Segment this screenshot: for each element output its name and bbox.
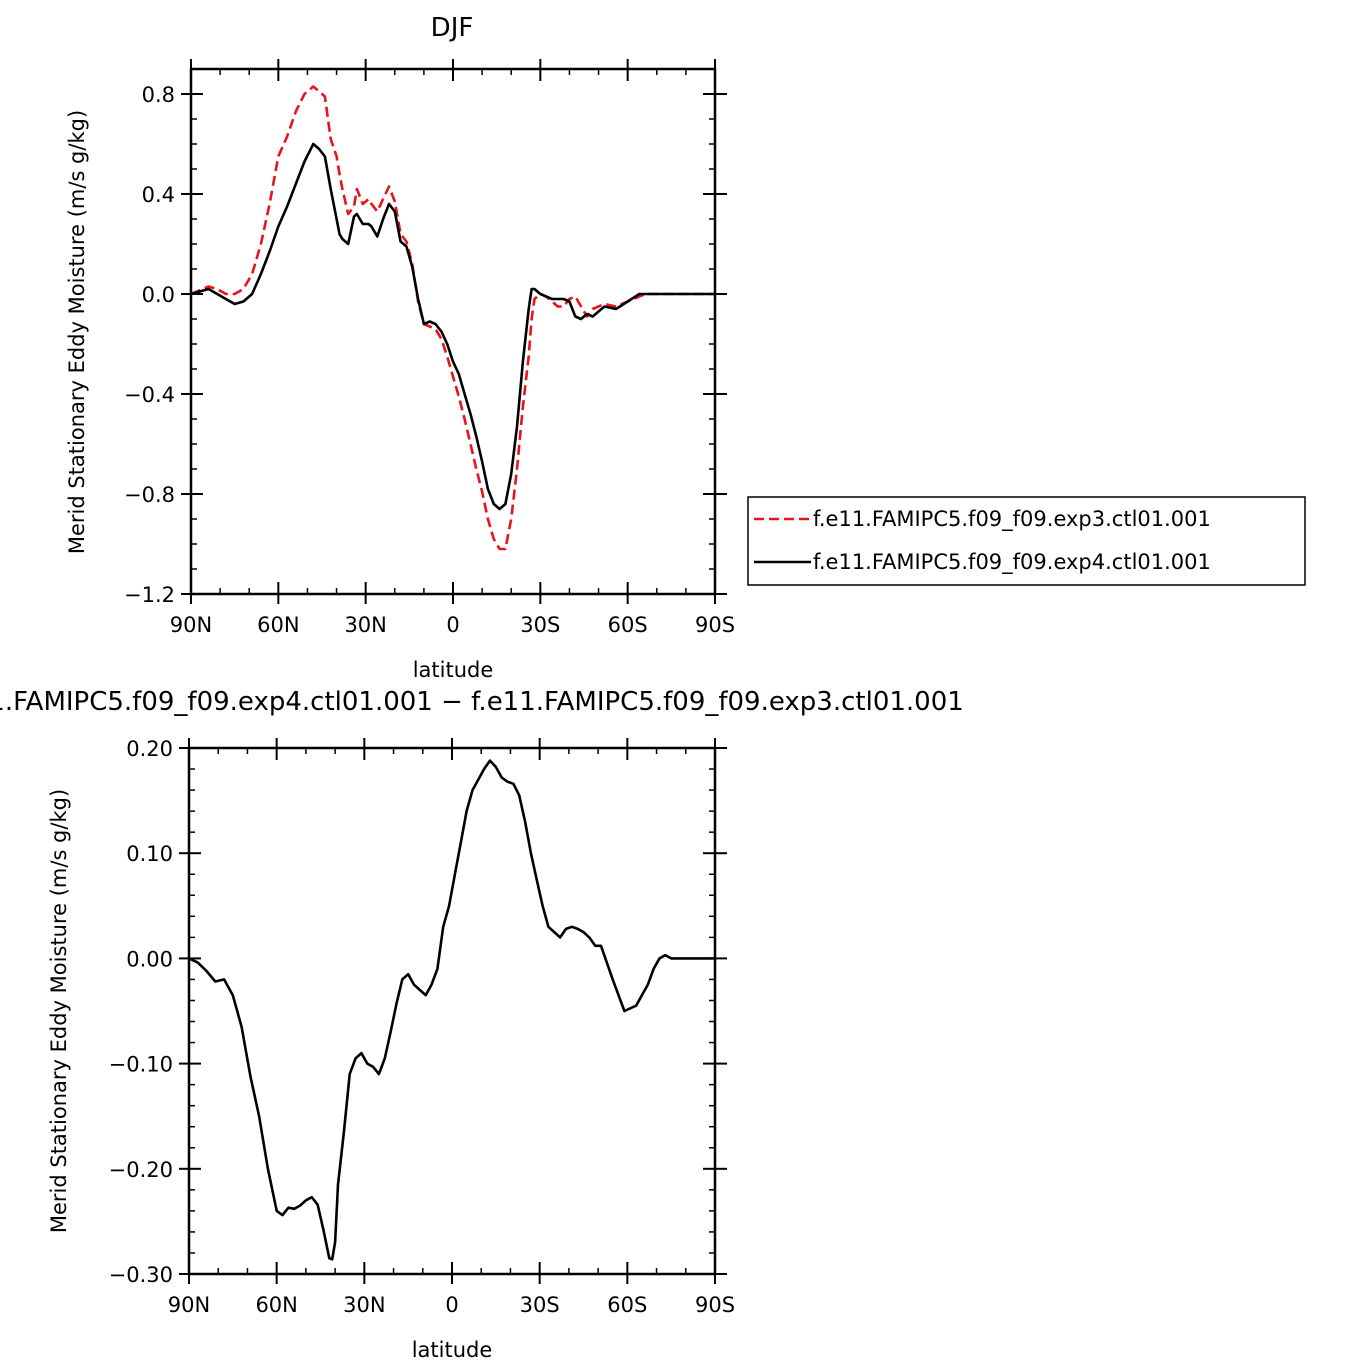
bottom-chart-y-tick-label: −0.30 [109, 1263, 173, 1287]
bottom-chart-x-tick-label: 60S [607, 1293, 647, 1317]
bottom-chart-x-tick-label: 90S [695, 1293, 735, 1317]
bottom-chart-plot-frame [187, 746, 717, 1276]
top-chart-x-tick-label: 30N [344, 613, 386, 637]
top-chart-y-tick-label: −0.4 [124, 383, 175, 407]
top-chart-series-line-0 [190, 85, 715, 551]
top-chart-panel: DJF 90N 60N 30N 0 30S 60S 90S 0.8 0.4 0.0 −0.4 −0.8… [65, 13, 735, 682]
bottom-chart-x-axis-title: latitude [412, 1338, 493, 1362]
bottom-chart-y-tick-label: −0.10 [109, 1053, 173, 1077]
top-chart-x-tick-label: 60N [257, 613, 299, 637]
bottom-chart-x-tick-label: 0 [445, 1293, 458, 1317]
bottom-chart-y-tick-label: 0.10 [126, 842, 173, 866]
bottom-chart-title: f.e11.FAMIPC5.f09_f09.exp4.ctl01.001 − f… [0, 687, 964, 717]
bottom-chart-panel: f.e11.FAMIPC5.f09_f09.exp4.ctl01.001 − f… [0, 687, 964, 1362]
bottom-chart-y-axis-title: Merid Stationary Eddy Moisture (m/s g/kg… [47, 789, 71, 1233]
top-chart-series-line-1 [190, 142, 715, 511]
bottom-chart-y-tick-label: −0.20 [109, 1158, 173, 1182]
top-chart-plot-frame [189, 67, 717, 596]
top-chart-x-tick-label: 60S [608, 613, 648, 637]
bottom-chart-x-tick-label: 30N [343, 1293, 385, 1317]
top-chart-y-tick-label: −0.8 [124, 483, 175, 507]
top-chart-x-axis-title: latitude [413, 658, 494, 682]
legend-label-exp4: f.e11.FAMIPC5.f09_f09.exp4.ctl01.001 [813, 550, 1211, 575]
legend-label-exp3: f.e11.FAMIPC5.f09_f09.exp3.ctl01.001 [813, 507, 1211, 532]
top-chart-x-tick-label: 90N [170, 613, 212, 637]
top-chart-y-axis-title: Merid Stationary Eddy Moisture (m/s g/kg… [65, 110, 89, 554]
top-chart-y-tick-label: 0.8 [142, 83, 175, 107]
top-chart-x-tick-label: 90S [695, 613, 735, 637]
legend-box [747, 496, 1306, 586]
top-chart-x-tick-label: 30S [520, 613, 560, 637]
bottom-chart-y-tick-label: 0.00 [126, 947, 173, 971]
bottom-chart-series-line-0 [188, 759, 715, 1261]
top-chart-y-tick-label: −1.2 [124, 583, 175, 607]
top-chart-legend: f.e11.FAMIPC5.f09_f09.exp3.ctl01.001 f.e… [747, 496, 1306, 586]
bottom-chart-x-tick-label: 60N [255, 1293, 297, 1317]
top-chart-y-tick-label: 0.0 [142, 283, 175, 307]
bottom-chart-x-tick-label: 30S [520, 1293, 560, 1317]
top-chart-x-tick-label: 0 [446, 613, 459, 637]
bottom-chart-y-tick-label: 0.20 [126, 737, 173, 761]
top-chart-y-tick-label: 0.4 [142, 183, 175, 207]
top-chart-title: DJF [431, 13, 474, 43]
bottom-chart-x-tick-label: 90N [168, 1293, 210, 1317]
